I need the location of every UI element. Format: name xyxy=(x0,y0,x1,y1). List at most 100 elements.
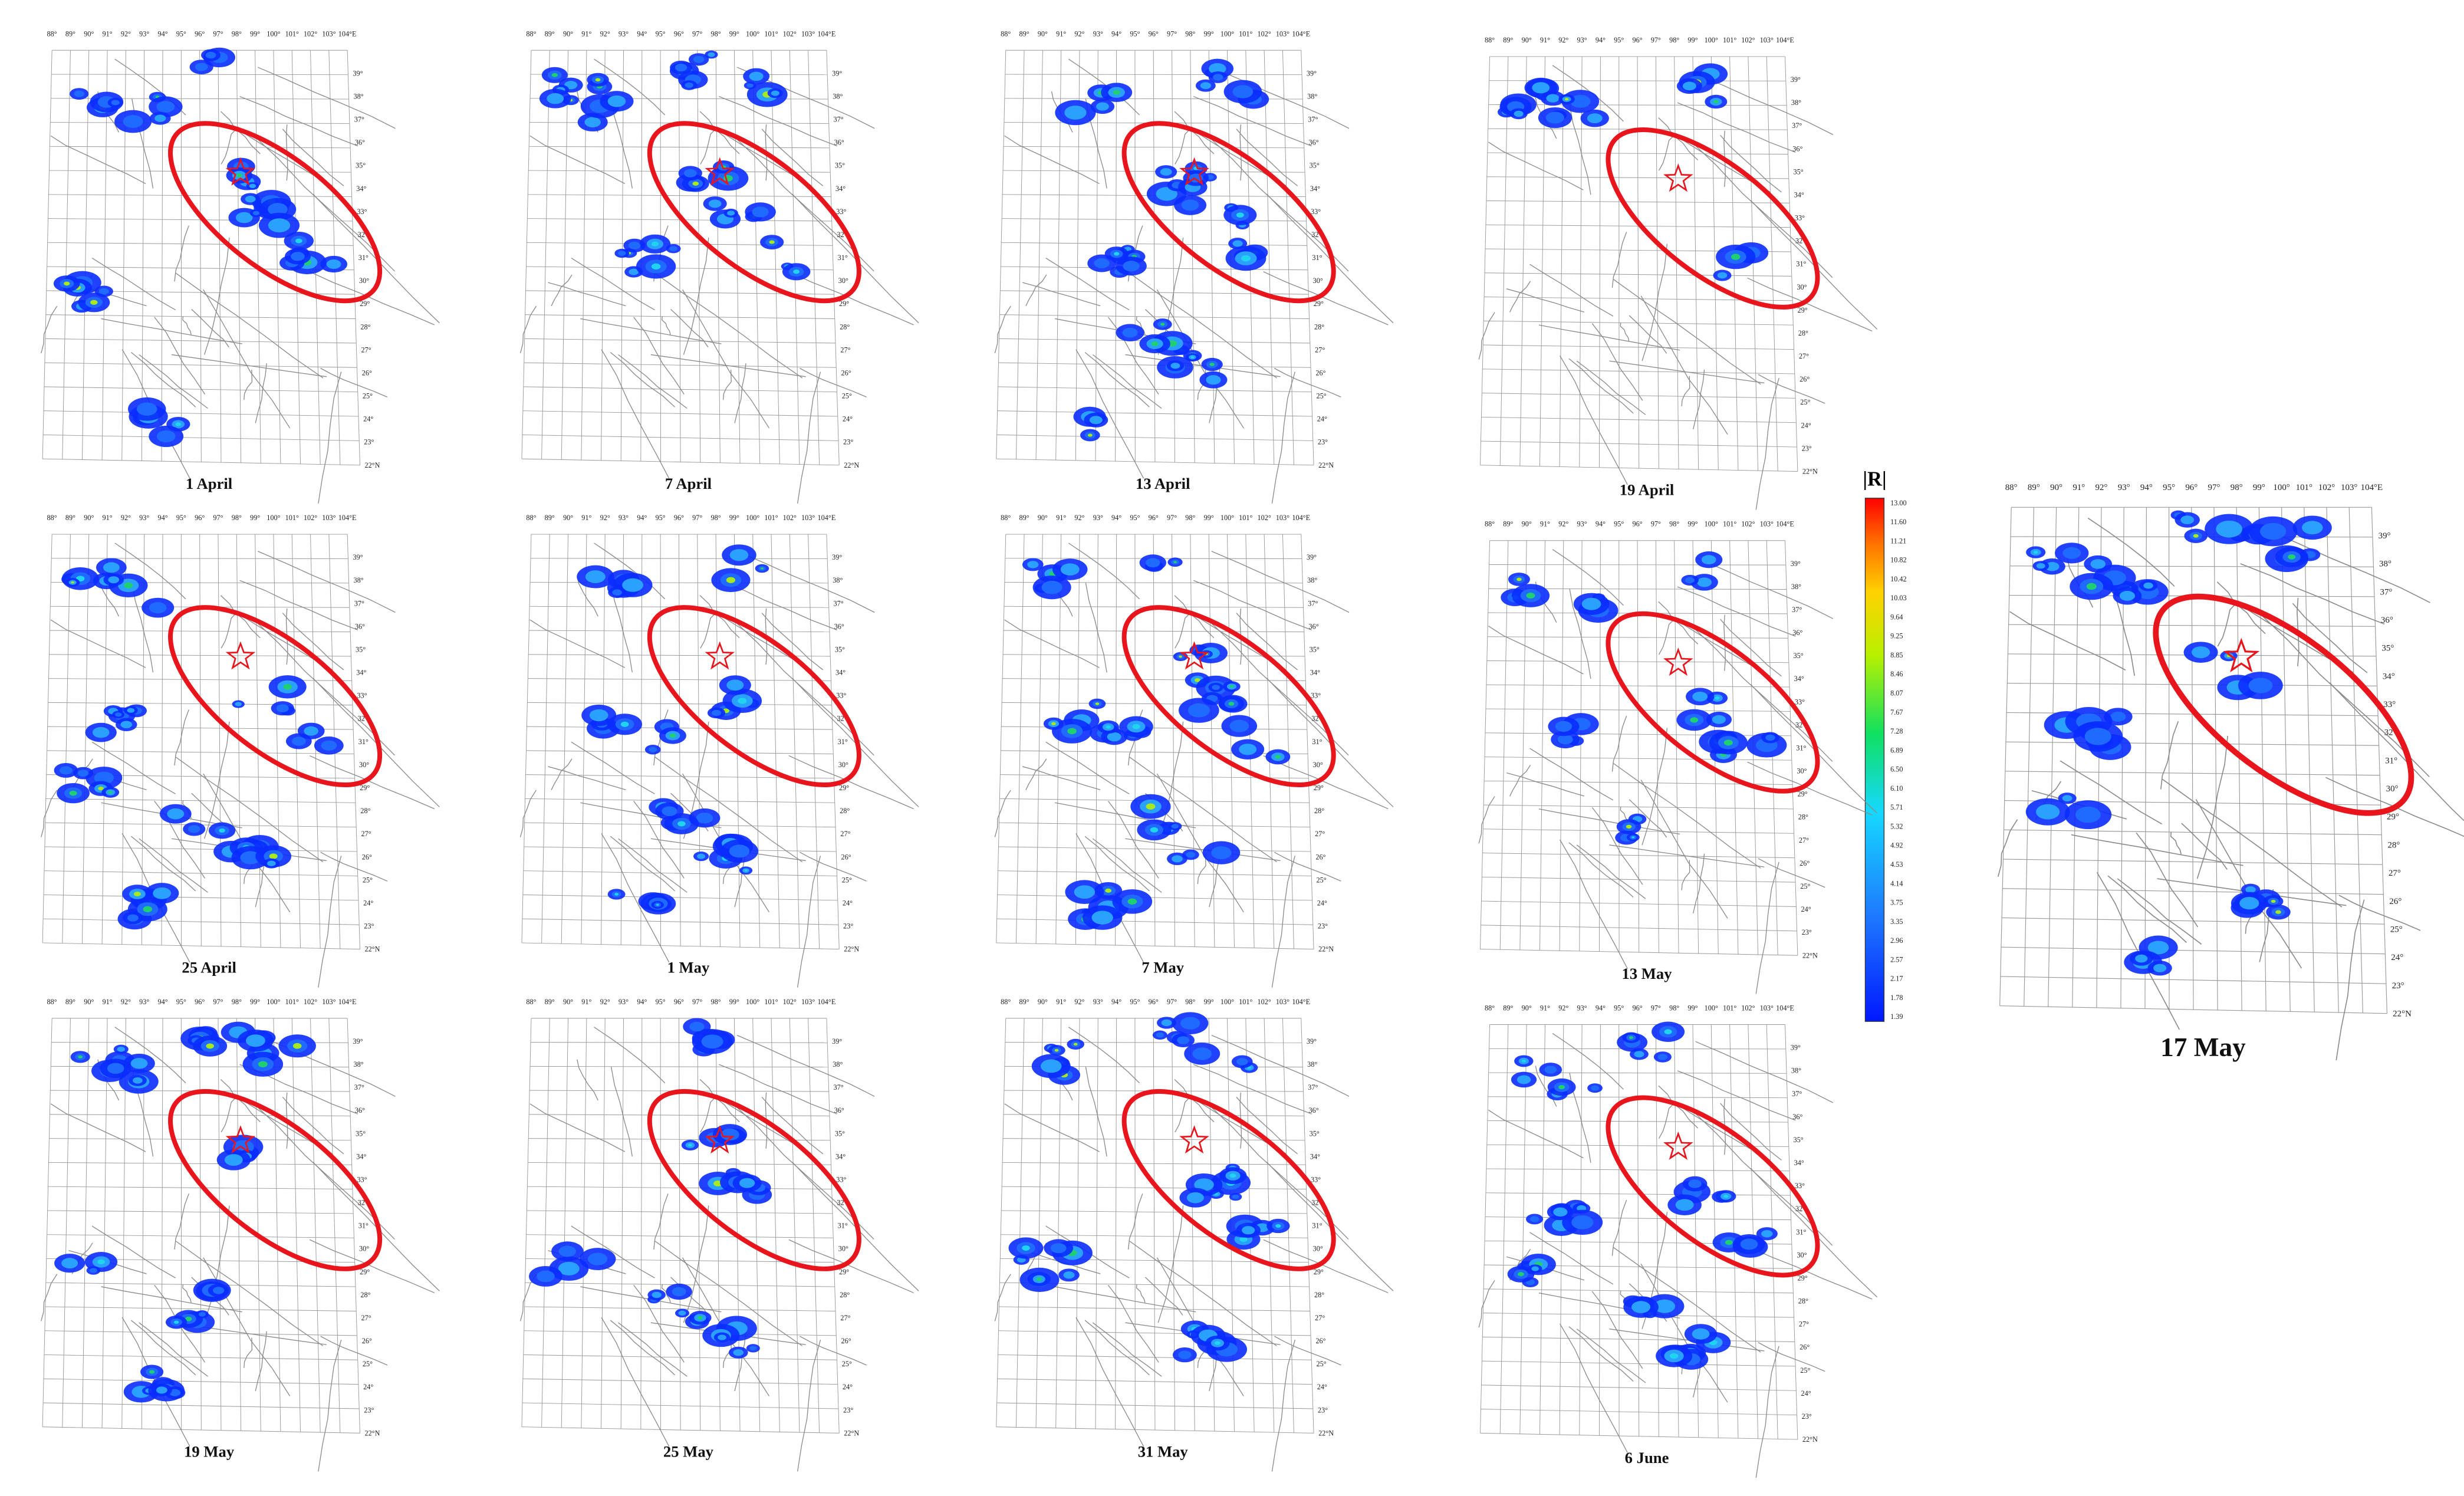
anomaly-core xyxy=(1242,1226,1255,1235)
longitude-label: 104°E xyxy=(1776,36,1794,44)
longitude-label: 102° xyxy=(1257,998,1271,1006)
anomaly-peak xyxy=(2193,534,2199,538)
anomaly-core xyxy=(607,95,626,107)
longitude-label: 97° xyxy=(1651,520,1661,528)
longitude-label: 96° xyxy=(674,29,684,38)
anomaly-peak xyxy=(2033,551,2038,554)
grid-line xyxy=(697,50,701,463)
grid-line xyxy=(1482,1360,1796,1367)
grid-line xyxy=(48,1162,352,1165)
longitude-label: 93° xyxy=(619,29,629,38)
fault-line xyxy=(800,367,867,398)
anomaly-core xyxy=(1096,102,1109,111)
grid-line xyxy=(521,1018,532,1427)
study-region xyxy=(168,121,383,304)
latitude-label: 24° xyxy=(843,1383,853,1391)
fault-line xyxy=(2117,878,2202,945)
fault-line xyxy=(282,613,344,670)
anomaly-peak xyxy=(1713,100,1719,104)
latitude-label: 36° xyxy=(355,1106,365,1114)
grid-line xyxy=(1153,534,1156,946)
grid-line xyxy=(1002,1186,1307,1190)
grid-line xyxy=(1485,708,1791,712)
latitude-label: 23° xyxy=(2392,981,2404,991)
latitude-label: 23° xyxy=(843,1406,853,1414)
anomaly-core xyxy=(111,100,120,106)
fault-line xyxy=(244,1337,253,1368)
fault-line xyxy=(1658,601,1699,645)
anomaly-peak xyxy=(1215,1341,1221,1345)
anomaly-peak xyxy=(669,733,676,738)
fault-line xyxy=(1568,358,1634,414)
grid-line xyxy=(522,1402,839,1409)
latitude-label: 38° xyxy=(354,576,364,584)
grid-line xyxy=(1999,507,2012,1006)
latitude-label: 28° xyxy=(360,807,370,815)
fault-line xyxy=(1136,1284,1146,1303)
anomaly-core xyxy=(1089,416,1103,425)
longitude-label: 88° xyxy=(2005,483,2018,492)
latitude-label: 26° xyxy=(362,853,372,861)
anomaly-peak xyxy=(1195,678,1200,682)
longitude-label: 103° xyxy=(1276,514,1289,522)
anomaly-peak xyxy=(1731,254,1741,260)
grid-line xyxy=(1481,440,1797,448)
grid-line xyxy=(525,798,835,803)
anomaly-core xyxy=(537,1270,555,1283)
grid-line xyxy=(1481,1409,1797,1416)
fault-line xyxy=(699,1079,740,1122)
grid-line xyxy=(1282,50,1294,465)
longitude-label: 101° xyxy=(1239,998,1252,1006)
grid-line xyxy=(328,1018,341,1433)
fault-line xyxy=(239,580,358,630)
latitude-label: 36° xyxy=(2381,616,2393,625)
anomaly-core xyxy=(2075,806,2101,823)
anomaly-core xyxy=(156,430,176,443)
latitude-label: 39° xyxy=(1307,553,1317,561)
latitude-label: 31° xyxy=(1796,744,1806,752)
fault-line xyxy=(1085,583,1107,673)
longitude-label: 93° xyxy=(139,514,149,522)
latitude-label: 34° xyxy=(356,669,366,677)
latitude-label: 39° xyxy=(353,1037,363,1045)
fault-line xyxy=(1747,1245,1873,1300)
anomaly-peak xyxy=(97,1259,105,1265)
fault-line xyxy=(2252,606,2430,778)
grid-line xyxy=(1095,1018,1098,1429)
grid-line xyxy=(521,1426,840,1433)
latitude-label: 35° xyxy=(1310,1129,1320,1137)
fault-line xyxy=(1022,766,1101,791)
anomaly-core xyxy=(117,1047,126,1052)
latitude-label: 30° xyxy=(359,1245,369,1253)
grid-line xyxy=(541,1018,550,1428)
fault-line xyxy=(1045,258,1130,311)
fault-line xyxy=(601,833,670,963)
grid-line xyxy=(1015,50,1025,459)
anomaly-core xyxy=(1712,715,1726,724)
panel-label: 13 May xyxy=(1622,965,1673,982)
fault-line xyxy=(1695,557,1834,619)
latitude-label: 27° xyxy=(840,830,850,838)
longitude-label: 101° xyxy=(1723,36,1736,44)
grid-line xyxy=(1519,1024,1527,1434)
anomaly-core xyxy=(675,63,687,72)
anomaly-core xyxy=(2216,520,2243,538)
longitude-label: 91° xyxy=(103,29,113,38)
longitude-label: 93° xyxy=(139,29,149,38)
fault-line xyxy=(529,1103,626,1152)
latitude-label: 37° xyxy=(1308,1083,1318,1091)
fault-line xyxy=(618,354,687,409)
anomaly-core xyxy=(718,1334,726,1340)
grid-line xyxy=(43,1402,360,1409)
longitude-label: 90° xyxy=(1522,1004,1532,1012)
fault-line xyxy=(1681,860,1690,890)
anomaly-core xyxy=(1212,685,1220,691)
anomaly-peak xyxy=(1564,98,1569,101)
latitude-label: 23° xyxy=(843,922,853,931)
anomaly-peak xyxy=(1229,1173,1236,1178)
anomaly-peak xyxy=(1132,724,1140,729)
anomaly-core xyxy=(154,114,166,122)
longitude-label: 95° xyxy=(656,998,666,1006)
anomaly-core xyxy=(1064,105,1087,120)
latitude-label: 27° xyxy=(840,346,850,354)
